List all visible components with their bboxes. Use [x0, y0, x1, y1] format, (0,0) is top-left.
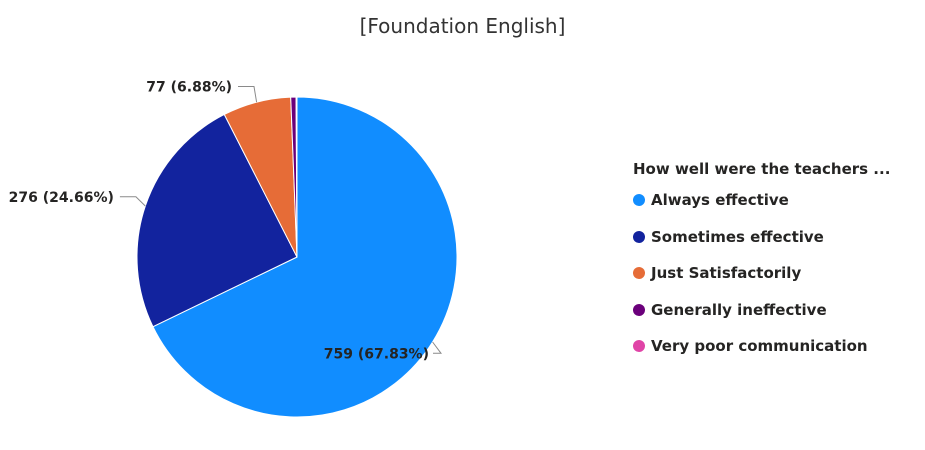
legend-marker: [633, 230, 645, 243]
chart-title: [Foundation English]: [359, 14, 566, 38]
legend-marker: [633, 194, 645, 207]
legend-item-always-effective[interactable]: Always effective: [633, 182, 923, 219]
data-label-sometimes-effective: 276 (24.66%): [9, 190, 114, 206]
pie-slice-very-poor-communication[interactable]: [295, 96, 298, 258]
legend-marker: [633, 340, 645, 353]
legend-items: Always effective Sometimes effective Just …: [633, 182, 923, 365]
legend-item-just-satisfactorily[interactable]: Just Satisfactorily: [633, 255, 923, 292]
legend-marker: [633, 267, 645, 280]
legend-label: Just Satisfactorily: [651, 264, 802, 283]
data-label-just-satisfactorily: 77 (6.88%): [146, 80, 232, 96]
data-label-always-effective: 759 (67.83%): [324, 346, 429, 362]
legend-label: Generally ineffective: [651, 300, 827, 319]
data-labels: 759 (67.83%) 276 (24.66%) 77 (6.88%): [9, 80, 442, 362]
legend: How well were the teachers ... Always ef…: [633, 156, 923, 365]
pie-slices: [136, 96, 458, 418]
legend-marker: [633, 303, 645, 316]
pie-slice-always-effective[interactable]: [152, 96, 458, 418]
legend-item-sometimes-effective[interactable]: Sometimes effective: [633, 219, 923, 256]
legend-item-very-poor-communication[interactable]: Very poor communication: [633, 328, 923, 365]
leader-line-always-effective: [432, 341, 442, 354]
legend-label: Always effective: [651, 191, 789, 210]
legend-title: How well were the teachers ...: [633, 160, 891, 178]
legend-item-generally-ineffective[interactable]: Generally ineffective: [633, 292, 923, 329]
legend-label: Very poor communication: [651, 337, 868, 356]
legend-label: Sometimes effective: [651, 227, 824, 246]
pie-slice-sometimes-effective[interactable]: [136, 113, 298, 328]
leader-line-just-satisfactorily: [238, 86, 258, 103]
leader-line-sometimes-effective: [119, 196, 146, 207]
